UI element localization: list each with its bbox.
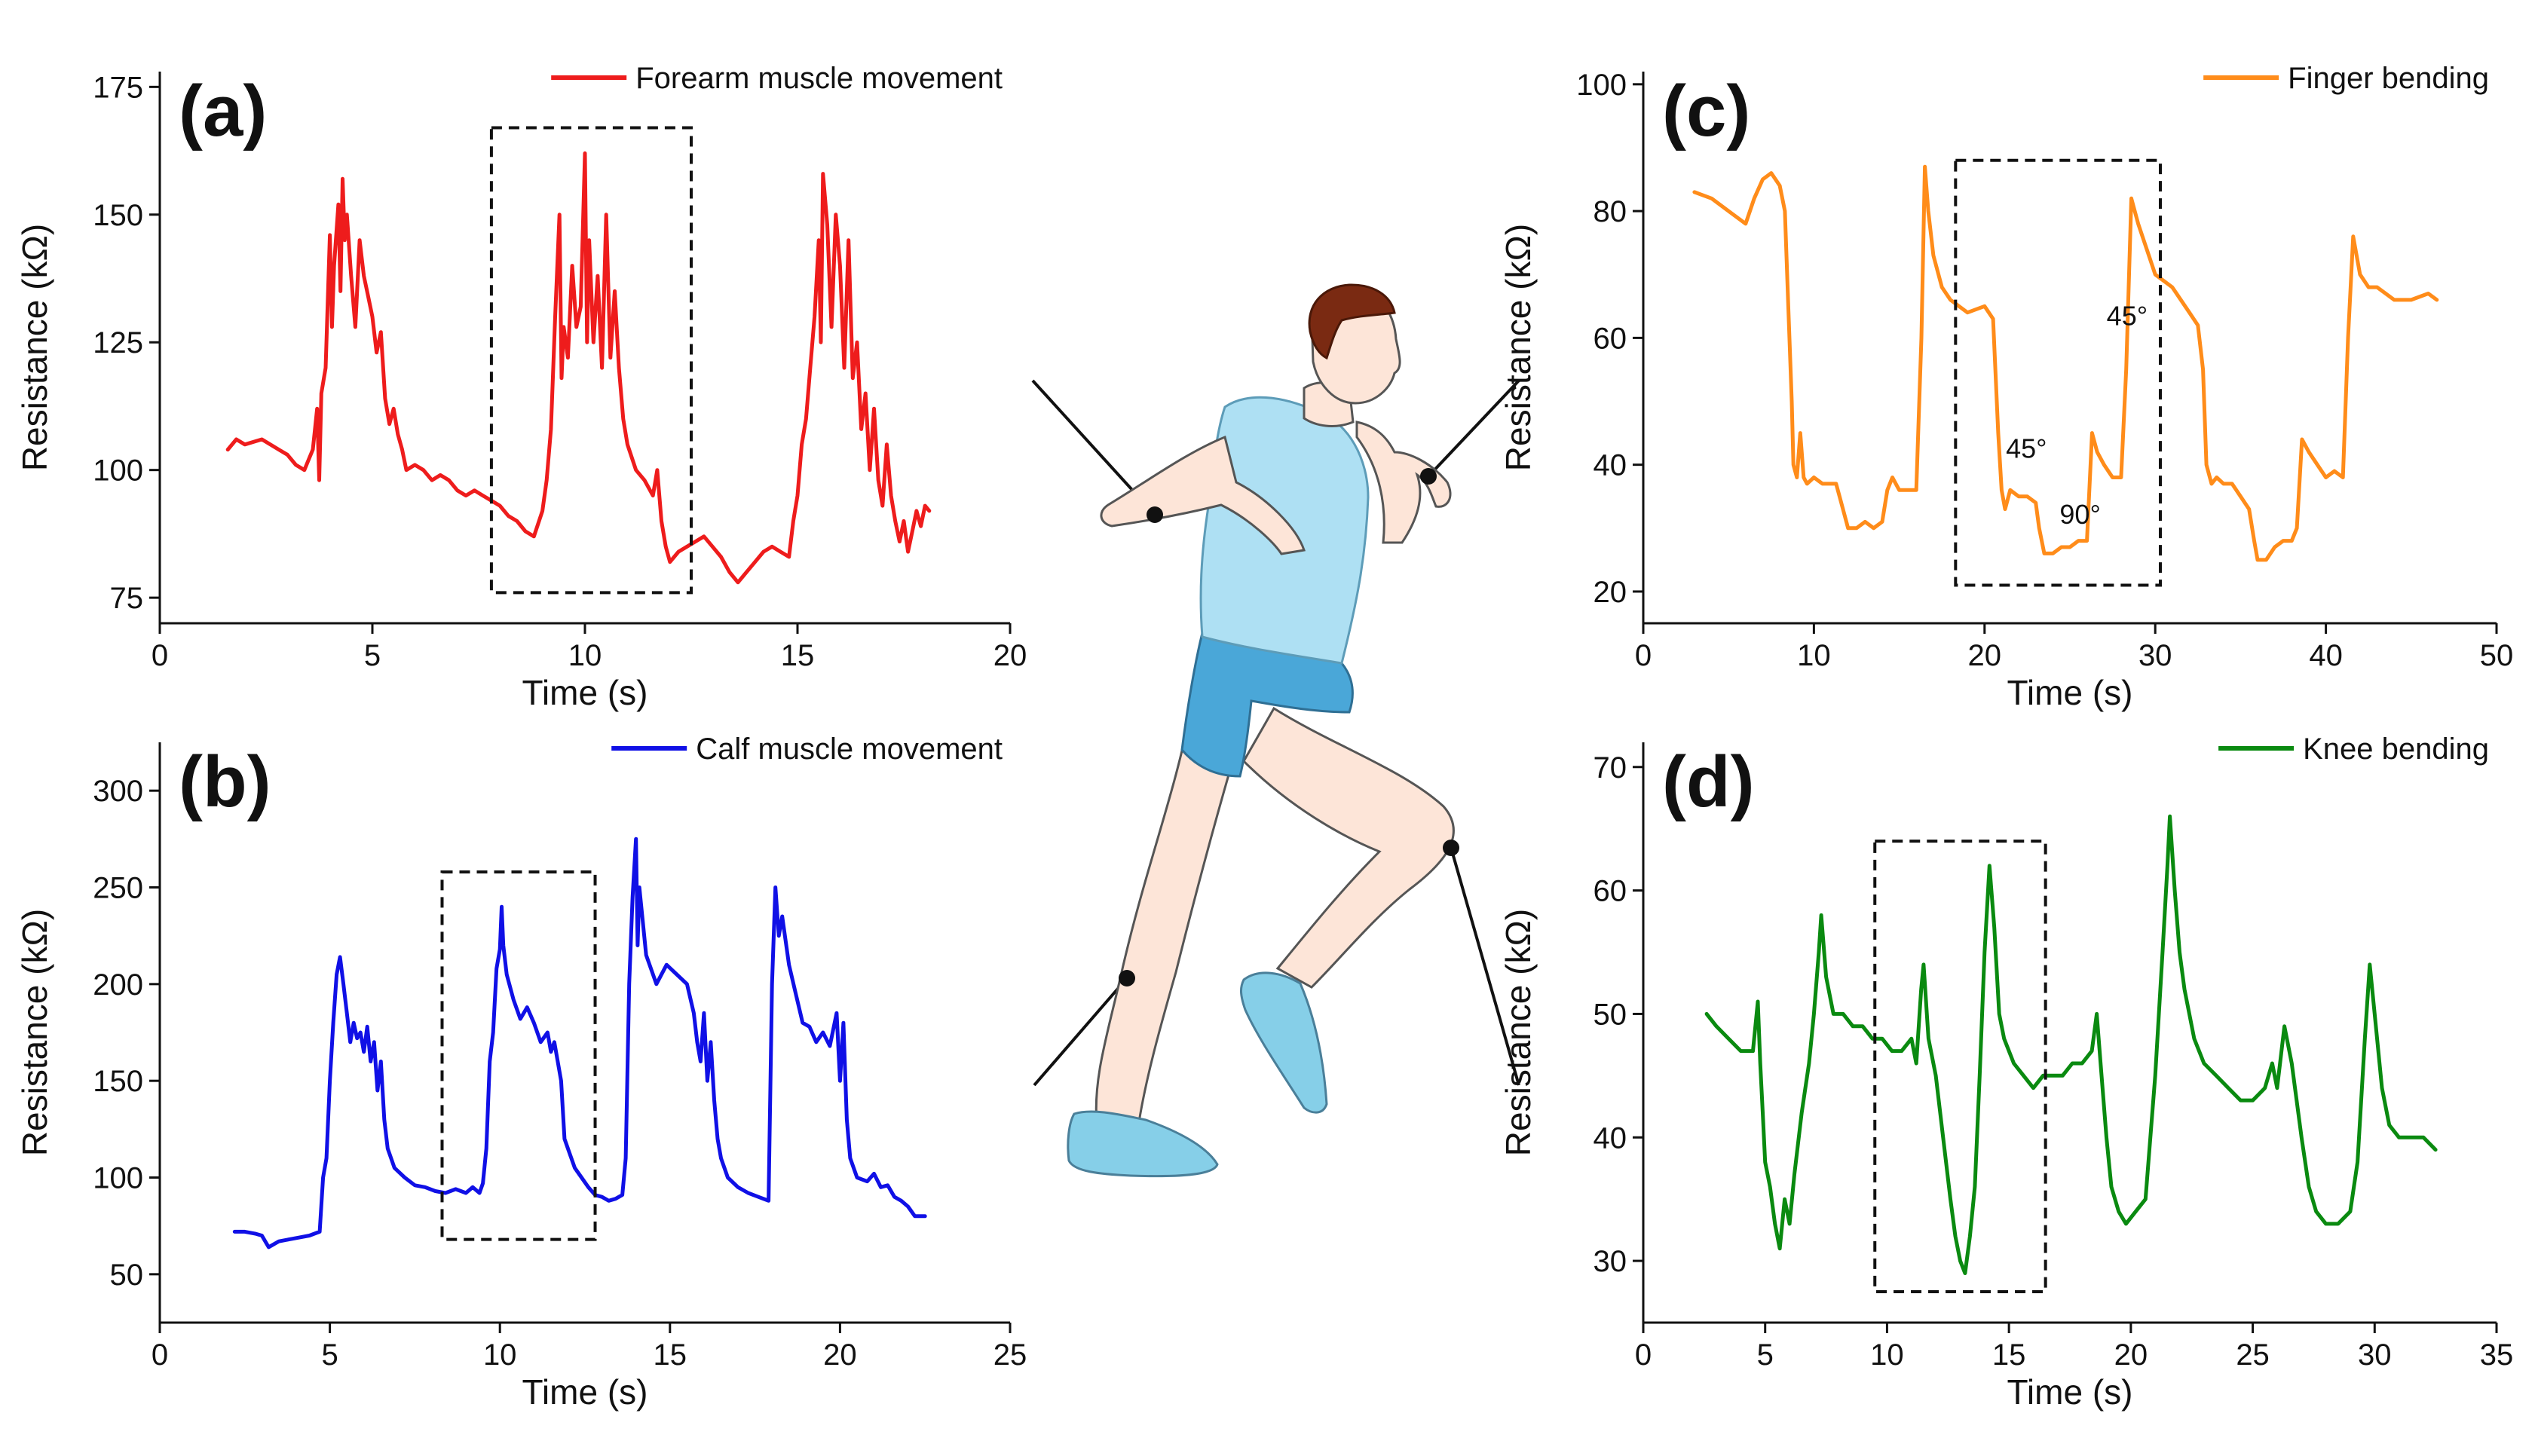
x-tick-label: 15 (781, 639, 815, 672)
x-tick-label: 35 (2480, 1338, 2514, 1372)
panel-label: (b) (179, 742, 271, 822)
x-tick-label: 25 (993, 1338, 1027, 1372)
y-axis-title: Resistance (kΩ) (15, 909, 54, 1156)
x-axis-title: Time (s) (2007, 1372, 2133, 1412)
x-axis-title: Time (s) (522, 1372, 648, 1412)
y-tick-label: 100 (93, 1162, 143, 1195)
panel-b: 0 5 10 15 20 25 50 100 150 200 250 300 Time (s) Resis… (15, 733, 1027, 1412)
y-tick-label: 75 (110, 582, 144, 615)
panel-label: (a) (179, 71, 267, 151)
runner-front-arm (1355, 421, 1452, 544)
y-tick-label: 50 (110, 1259, 144, 1292)
x-tick-label: 30 (2358, 1338, 2392, 1372)
y-tick-label: 40 (1594, 1121, 1627, 1155)
x-axis-title: Time (s) (522, 673, 648, 712)
runner-illustration (1031, 283, 1520, 1178)
legend-label: Finger bending (2288, 62, 2489, 95)
y-tick-label: 80 (1594, 195, 1627, 228)
panel-a: 0 5 10 15 20 75 100 125 150 175 Time (s) Resistance… (15, 62, 1027, 712)
x-tick-label: 10 (1870, 1338, 1904, 1372)
y-tick-label: 175 (93, 71, 143, 104)
y-tick-label: 150 (93, 1065, 143, 1098)
sensor-dot-knee (1443, 840, 1459, 856)
highlight-box (1873, 840, 2047, 1294)
x-tick-label: 10 (483, 1338, 517, 1372)
x-tick-label: 40 (2309, 639, 2343, 672)
y-tick-label: 60 (1594, 875, 1627, 908)
x-axis-title: Time (s) (2007, 673, 2133, 712)
y-tick-label: 250 (93, 872, 143, 905)
x-tick-label: 25 (2236, 1338, 2270, 1372)
sensor-dot-calf (1119, 970, 1135, 986)
highlight-box (489, 126, 693, 595)
panel-c: 0 10 20 30 40 50 20 40 60 80 100 Time (s) Resistance… (1499, 62, 2513, 712)
axes-frame (1642, 72, 2497, 625)
y-axis-title: Resistance (kΩ) (15, 224, 54, 471)
y-axis-title: Resistance (kΩ) (1499, 224, 1538, 471)
x-tick-label: 0 (1635, 1338, 1652, 1372)
pointer-line-hand (1427, 379, 1520, 478)
series-line-knee-bending (1704, 814, 2438, 1275)
y-tick-label: 100 (93, 454, 143, 488)
angle-annotation: 45° (2107, 301, 2148, 332)
panel-label: (d) (1662, 742, 1755, 822)
axes-frame (1642, 742, 2497, 1324)
sensor-dot-forearm (1147, 506, 1163, 523)
x-tick-label: 20 (2114, 1338, 2148, 1372)
y-tick-label: 50 (1594, 998, 1627, 1031)
highlight-box (1954, 158, 2162, 587)
x-tick-label: 5 (321, 1338, 338, 1372)
x-tick-label: 10 (1797, 639, 1831, 672)
x-tick-label: 30 (2138, 639, 2172, 672)
y-tick-label: 20 (1594, 576, 1627, 609)
panel-label: (c) (1662, 71, 1750, 151)
y-tick-label: 40 (1594, 449, 1627, 482)
runner-front-leg (1242, 706, 1455, 989)
y-tick-label: 200 (93, 968, 143, 1002)
y-tick-label: 150 (93, 199, 143, 232)
y-tick-label: 30 (1594, 1245, 1627, 1278)
sensor-dot-hand (1420, 468, 1437, 485)
x-tick-label: 20 (993, 639, 1027, 672)
angle-annotation: 45° (2006, 433, 2047, 463)
x-tick-label: 20 (823, 1338, 857, 1372)
legend-label: Knee bending (2303, 733, 2489, 766)
runner-back-arm (1100, 435, 1306, 555)
highlight-box (440, 870, 597, 1241)
y-tick-label: 70 (1594, 751, 1627, 785)
runner-back-shoe (1067, 1110, 1219, 1178)
y-tick-label: 300 (93, 775, 143, 808)
series-line-forearm-muscle-movement (225, 151, 932, 585)
y-tick-label: 60 (1594, 322, 1627, 355)
pointer-line-knee (1450, 847, 1520, 1086)
runner-hair (1308, 283, 1396, 360)
runner-front-shoe (1240, 971, 1328, 1114)
x-tick-label: 0 (152, 1338, 168, 1372)
angle-annotation: 90° (2059, 499, 2100, 530)
x-tick-label: 5 (364, 639, 381, 672)
legend-label: Calf muscle movement (696, 733, 1003, 766)
series-line-calf-muscle-movement (232, 837, 927, 1250)
x-tick-label: 15 (1992, 1338, 2026, 1372)
y-tick-label: 125 (93, 326, 143, 359)
y-tick-label: 100 (1576, 69, 1627, 102)
series-line-finger-bending (1692, 164, 2439, 562)
x-tick-label: 10 (568, 639, 602, 672)
legend-label: Forearm muscle movement (635, 62, 1003, 95)
x-tick-label: 20 (1968, 639, 2002, 672)
pointer-line-calf (1033, 977, 1128, 1087)
x-tick-label: 15 (654, 1338, 687, 1372)
x-tick-label: 0 (152, 639, 168, 672)
axes-frame (158, 742, 1010, 1324)
x-tick-label: 50 (2480, 639, 2514, 672)
x-tick-label: 5 (1757, 1338, 1774, 1372)
x-tick-label: 0 (1635, 639, 1652, 672)
